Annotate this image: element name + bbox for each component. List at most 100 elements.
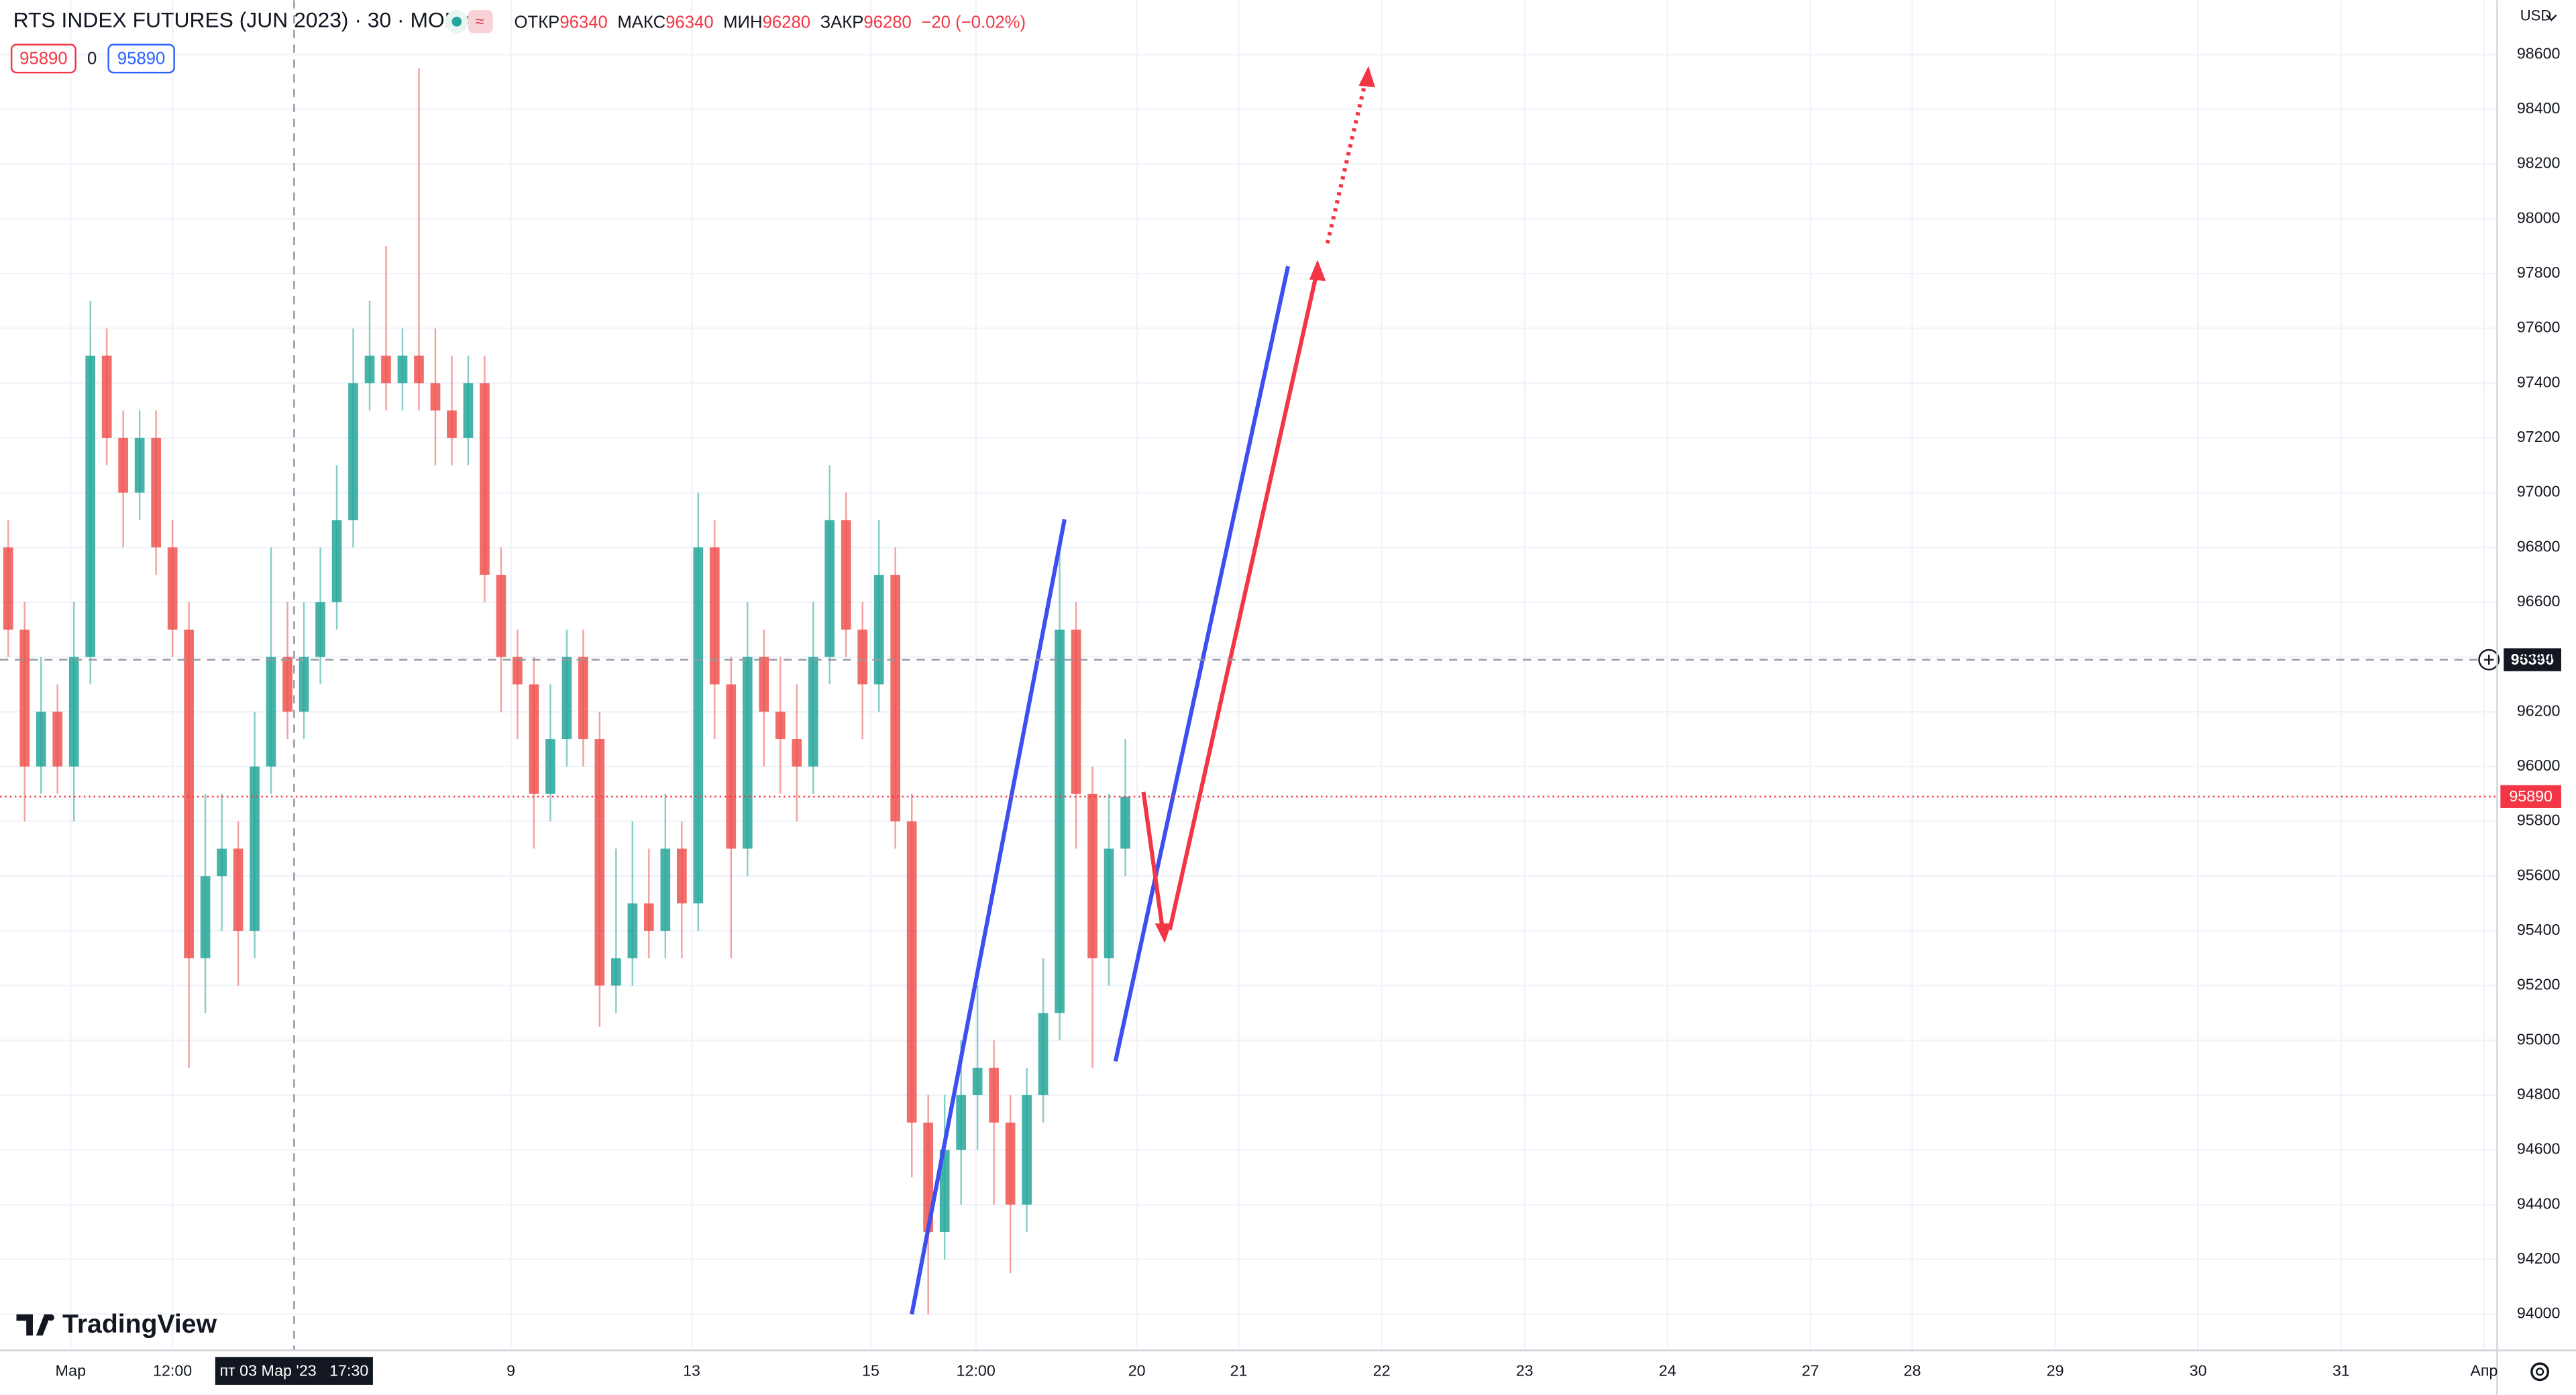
- y-tick-label: 96000: [2517, 757, 2561, 774]
- x-tick-label: 22: [1373, 1361, 1391, 1379]
- candle-body: [578, 657, 588, 740]
- candle-body: [676, 848, 687, 904]
- ohlc: ОТКР96340 МАКС96340 МИН96280 ЗАКР96280 −…: [515, 13, 1026, 32]
- candle-body: [923, 1122, 934, 1233]
- candle-body: [414, 355, 424, 384]
- x-tick-label: 20: [1128, 1361, 1146, 1379]
- y-tick-label: 98600: [2517, 44, 2561, 62]
- candle-body: [1120, 796, 1130, 849]
- candle-body: [693, 547, 704, 904]
- y-tick-label: 95600: [2517, 866, 2561, 883]
- settings-button-center: [2536, 1368, 2544, 1376]
- candle-body: [529, 684, 539, 794]
- candle-body: [660, 848, 671, 931]
- candle-body: [939, 1150, 950, 1233]
- x-tick-label: 23: [1516, 1361, 1534, 1379]
- status-dot: [451, 16, 462, 27]
- symbol-title: RTS INDEX FUTURES (JUN 2023) · 30 · MOEX: [13, 8, 474, 32]
- y-tick-label: 95800: [2517, 812, 2561, 829]
- candle-body: [315, 602, 325, 657]
- candle-body: [68, 657, 79, 767]
- x-tick-label: 28: [1904, 1361, 1921, 1379]
- candle-body: [1005, 1122, 1016, 1205]
- ohlc-label: МИН: [723, 13, 762, 32]
- candle-body: [1022, 1095, 1032, 1205]
- candle-body: [250, 766, 260, 931]
- y-tick-label: 98400: [2517, 99, 2561, 117]
- buy-button[interactable]: [107, 44, 175, 74]
- ohlc-label: ОТКР: [515, 13, 560, 32]
- candle-body: [364, 355, 375, 384]
- candle-body: [726, 684, 737, 849]
- buy-price[interactable]: 95890: [117, 49, 165, 68]
- candle-body: [627, 903, 638, 958]
- x-tick-label: 27: [1802, 1361, 1819, 1379]
- y-tick-label: 96800: [2517, 537, 2561, 555]
- candle-body: [873, 575, 884, 685]
- spread: 0: [87, 49, 97, 68]
- arrow: [1167, 276, 1318, 931]
- sell-price[interactable]: 95890: [19, 49, 67, 68]
- candle-body: [759, 657, 769, 712]
- y-tick-label: 96600: [2517, 592, 2561, 610]
- candle-body: [890, 575, 901, 822]
- candle-body: [85, 355, 96, 657]
- arrow: [1141, 791, 1165, 934]
- y-tick-label: 97400: [2517, 373, 2561, 390]
- candle-body: [447, 410, 457, 438]
- y-tick-label: 95200: [2517, 976, 2561, 993]
- candle-body: [266, 657, 276, 767]
- candle-body: [348, 383, 358, 520]
- arrow: [1325, 82, 1368, 244]
- candle-body: [808, 657, 818, 767]
- drawings: [910, 66, 1375, 1315]
- candle-body: [709, 547, 720, 685]
- settings-button[interactable]: [2530, 1362, 2550, 1382]
- candle-body: [52, 712, 63, 767]
- y-tick-label: 97200: [2517, 428, 2561, 445]
- candle-body: [134, 437, 145, 493]
- candle-body: [1055, 629, 1065, 1013]
- candle-body: [151, 437, 161, 548]
- logo-text: TradingView: [62, 1310, 217, 1339]
- candle-body: [857, 629, 868, 685]
- candle-body: [1087, 793, 1097, 958]
- status-delay-icon: ≈: [475, 13, 484, 31]
- candle-body: [217, 848, 227, 877]
- candle-body: [233, 848, 244, 931]
- crosshair-price-label: 96390: [2511, 651, 2555, 668]
- x-tick-label: 13: [683, 1361, 700, 1379]
- sell-button[interactable]: [10, 44, 76, 74]
- candle-body: [611, 958, 621, 986]
- y-tick-label: 94400: [2517, 1194, 2561, 1212]
- y-tick-label: 97000: [2517, 483, 2561, 500]
- y-tick-label: 97800: [2517, 264, 2561, 281]
- y-tick-label: 96200: [2517, 702, 2561, 719]
- candle-body: [989, 1068, 999, 1123]
- candle-body: [36, 712, 46, 767]
- candle-body: [513, 657, 523, 685]
- candle-body: [742, 657, 753, 849]
- arrowhead: [1155, 923, 1172, 944]
- candles: [3, 68, 1130, 1315]
- candle-body: [824, 520, 835, 657]
- y-tick-label: 94000: [2517, 1304, 2561, 1322]
- ohlc-value: 96280: [863, 13, 911, 32]
- x-tick-label: 31: [2332, 1361, 2350, 1379]
- candle-body: [331, 520, 342, 602]
- candle-body: [167, 547, 178, 630]
- candle-body: [1038, 1013, 1049, 1095]
- candle-body: [792, 739, 802, 767]
- grid: [0, 0, 2498, 1351]
- candle-body: [906, 821, 917, 1123]
- crosshair-time-label: пт 03 Мар '23 17:30: [219, 1361, 368, 1379]
- candle-body: [972, 1068, 983, 1095]
- y-tick-label: 94200: [2517, 1249, 2561, 1267]
- ohlc-value: 96340: [559, 13, 607, 32]
- candle-body: [430, 383, 441, 411]
- x-tick-label: Апр: [2470, 1361, 2498, 1379]
- candle-body: [775, 712, 786, 740]
